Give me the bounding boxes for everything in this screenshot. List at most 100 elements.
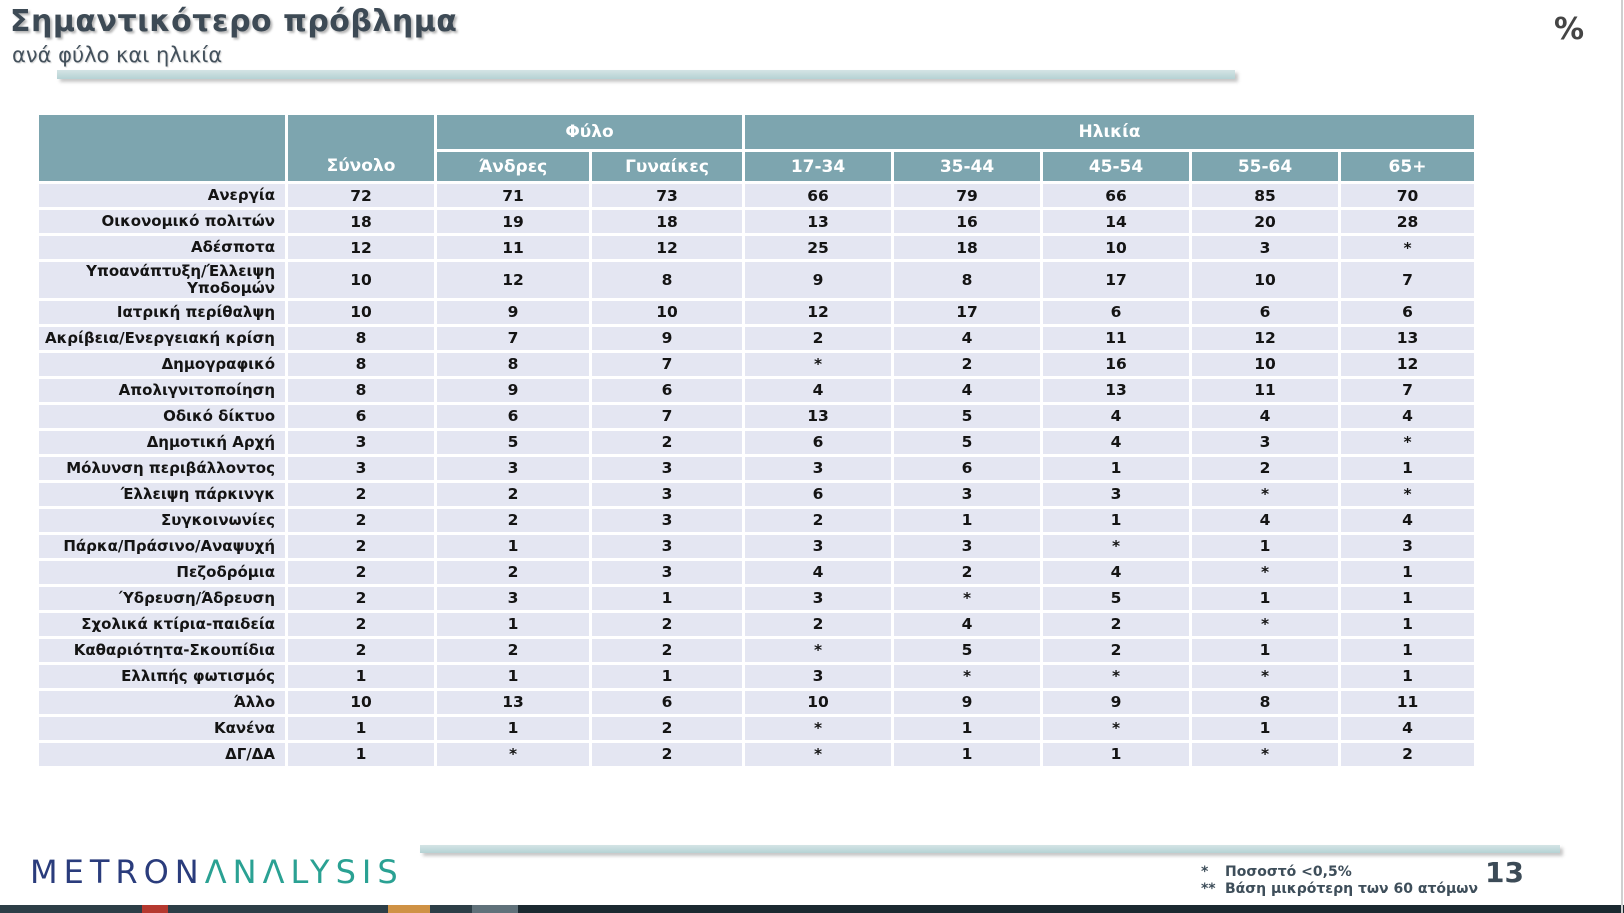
value-cell: 13 <box>1341 326 1474 350</box>
slide-right-edge <box>1621 0 1623 913</box>
column-header-17-34: 17-34 <box>745 152 891 181</box>
value-cell: 2 <box>745 612 891 636</box>
value-cell: 1 <box>592 664 742 688</box>
value-cell: 1 <box>1192 586 1338 610</box>
total-column-header: Σύνολο <box>288 115 434 181</box>
value-cell: 6 <box>1341 300 1474 324</box>
value-cell: 1 <box>437 612 589 636</box>
value-cell: 6 <box>1192 300 1338 324</box>
value-cell: 3 <box>288 430 434 454</box>
value-cell: 3 <box>592 456 742 480</box>
value-cell: * <box>1341 430 1474 454</box>
value-cell: * <box>1192 664 1338 688</box>
value-cell: * <box>1192 482 1338 506</box>
corner-header-cell <box>39 115 285 181</box>
value-cell: 3 <box>1043 482 1189 506</box>
value-cell: 28 <box>1341 210 1474 233</box>
value-cell: 3 <box>592 560 742 584</box>
value-cell: 5 <box>894 430 1040 454</box>
row-label: Άλλο <box>39 690 285 714</box>
column-header-45-54: 45-54 <box>1043 152 1189 181</box>
value-cell: 4 <box>745 378 891 402</box>
row-label: Κανένα <box>39 716 285 740</box>
value-cell: 2 <box>288 612 434 636</box>
footer-divider-bar <box>420 845 1560 853</box>
strip-segment <box>518 905 1624 913</box>
value-cell: 79 <box>894 184 1040 207</box>
value-cell: 1 <box>894 508 1040 532</box>
value-cell: 6 <box>288 404 434 428</box>
row-label: Ανεργία <box>39 184 285 207</box>
column-header-35-44: 35-44 <box>894 152 1040 181</box>
value-cell: 8 <box>288 352 434 376</box>
column-header-women: Γυναίκες <box>592 152 742 181</box>
value-cell: 1 <box>1341 664 1474 688</box>
table-row: Ακρίβεια/Ενεργειακή κρίση 8 7 9 2 4 11 12 13 <box>39 326 1474 350</box>
value-cell: 10 <box>745 690 891 714</box>
value-cell: 4 <box>894 326 1040 350</box>
value-cell: * <box>1043 534 1189 558</box>
value-cell: 2 <box>1192 456 1338 480</box>
value-cell: 13 <box>745 210 891 233</box>
value-cell: 3 <box>745 534 891 558</box>
value-cell: 71 <box>437 184 589 207</box>
value-cell: * <box>1192 612 1338 636</box>
value-cell: 2 <box>437 638 589 662</box>
value-cell: 8 <box>288 378 434 402</box>
table-row: Ύδρευση/Άδρευση 2 3 1 3 * 5 1 1 <box>39 586 1474 610</box>
value-cell: 2 <box>592 638 742 662</box>
value-cell: 3 <box>894 482 1040 506</box>
page-number: 13 <box>1485 856 1524 889</box>
value-cell: 10 <box>1192 352 1338 376</box>
value-cell: 1 <box>1341 456 1474 480</box>
value-cell: 1 <box>894 716 1040 740</box>
value-cell: * <box>745 638 891 662</box>
value-cell: 1 <box>1341 586 1474 610</box>
table-row: Απολιγνιτοποίηση 8 9 6 4 4 13 11 7 <box>39 378 1474 402</box>
value-cell: 70 <box>1341 184 1474 207</box>
value-cell: 10 <box>592 300 742 324</box>
value-cell: 9 <box>745 262 891 298</box>
value-cell: 1 <box>1192 638 1338 662</box>
value-cell: 1 <box>1192 716 1338 740</box>
strip-segment <box>430 905 472 913</box>
value-cell: 6 <box>592 690 742 714</box>
strip-segment <box>142 905 168 913</box>
page-title: Σημαντικότερο πρόβλημα <box>10 4 458 39</box>
value-cell: 7 <box>1341 262 1474 298</box>
value-cell: 73 <box>592 184 742 207</box>
row-label: Αδέσποτα <box>39 236 285 259</box>
table-group-header-row: Σύνολο Φύλο Ηλικία <box>39 115 1474 181</box>
column-header-men: Άνδρες <box>437 152 589 181</box>
table-row: Υποανάπτυξη/Έλλειψη Υποδομών 10 12 8 9 8 17 10 7 <box>39 262 1474 298</box>
value-cell: 10 <box>288 690 434 714</box>
value-cell: 4 <box>1341 404 1474 428</box>
value-cell: 1 <box>1341 560 1474 584</box>
footnote-text: Ποσοστό <0,5% <box>1224 864 1352 880</box>
value-cell: 3 <box>745 586 891 610</box>
row-label: Ύδρευση/Άδρευση <box>39 586 285 610</box>
value-cell: 66 <box>1043 184 1189 207</box>
value-cell: 14 <box>1043 210 1189 233</box>
row-label: Δημοτική Αρχή <box>39 430 285 454</box>
table-row: Δημοτική Αρχή 3 5 2 6 5 4 3 * <box>39 430 1474 454</box>
value-cell: 3 <box>1192 236 1338 259</box>
footnote-row: * Ποσοστό <0,5% <box>1201 864 1478 881</box>
value-cell: 1 <box>1341 638 1474 662</box>
value-cell: 10 <box>1043 236 1189 259</box>
value-cell: 2 <box>437 560 589 584</box>
table-row: Ιατρική περίθαλψη 10 9 10 12 17 6 6 6 <box>39 300 1474 324</box>
value-cell: * <box>1192 742 1338 766</box>
value-cell: 13 <box>437 690 589 714</box>
value-cell: * <box>894 664 1040 688</box>
row-label: ΔΓ/ΔΑ <box>39 742 285 766</box>
table-row: Συγκοινωνίες 2 2 3 2 1 1 4 4 <box>39 508 1474 532</box>
value-cell: 2 <box>592 716 742 740</box>
percent-unit-label: % <box>1553 12 1584 47</box>
value-cell: 3 <box>592 534 742 558</box>
value-cell: 2 <box>1043 612 1189 636</box>
value-cell: 16 <box>1043 352 1189 376</box>
age-group-header: Ηλικία <box>745 115 1474 149</box>
value-cell: 7 <box>592 352 742 376</box>
